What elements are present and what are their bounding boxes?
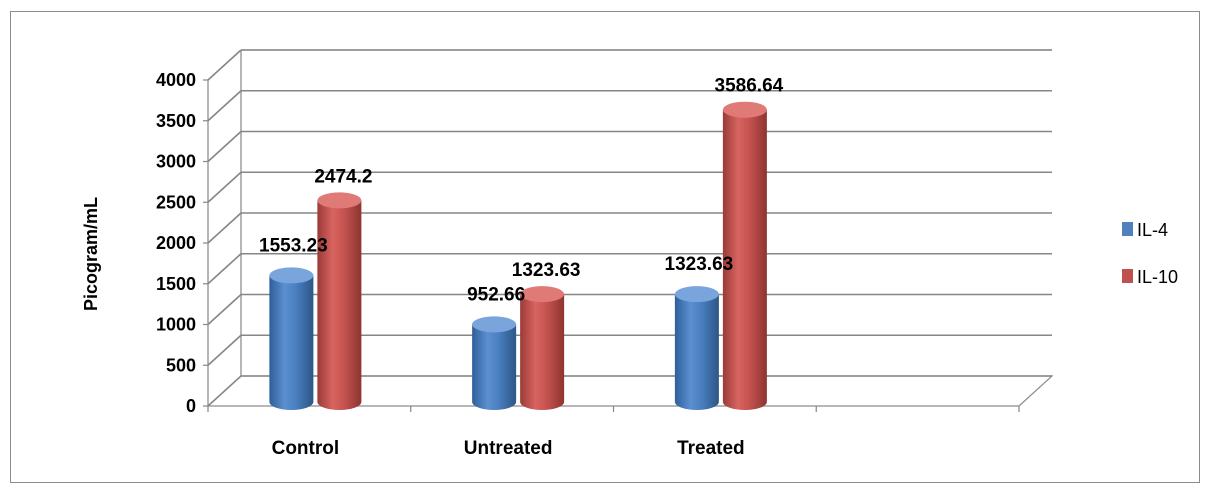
gridline-side	[207, 375, 242, 407]
gridline-side	[207, 171, 242, 203]
y-tick-label: 2000	[156, 233, 196, 253]
bar-top	[317, 192, 362, 209]
data-label-il-4: 1553.23	[259, 235, 328, 256]
bar-body	[269, 275, 314, 410]
x-category-label: Treated	[677, 438, 745, 459]
gridline-side	[207, 130, 242, 163]
bar-il-4-treated	[674, 286, 719, 410]
chart-frame: 0 500 1000 1500 2000 2500 3000 3500 4000 1553.23…	[10, 11, 1200, 483]
y-tick-label: 500	[166, 355, 196, 375]
data-label-il-10: 3586.64	[715, 76, 784, 97]
gridline-side	[207, 90, 242, 122]
y-tick-label: 0	[186, 396, 196, 416]
bar-il-10-treated	[722, 101, 767, 410]
y-tick-label: 1500	[156, 274, 196, 294]
y-tick-label: 4000	[156, 70, 196, 90]
legend-label: IL-10	[1137, 267, 1178, 287]
legend-swatch	[1122, 222, 1133, 236]
bar-top	[472, 316, 517, 333]
bar-il-4-control	[269, 267, 314, 410]
bar-body	[722, 109, 767, 410]
y-axis-title: Picogram/mL	[81, 197, 101, 311]
gridline-side	[207, 212, 242, 244]
data-label-il-10: 1323.63	[512, 260, 581, 281]
bar-top	[269, 267, 314, 284]
gridline-side	[207, 293, 242, 326]
legend-item-il-4: IL-4	[1122, 220, 1168, 240]
bar-top	[722, 101, 767, 118]
bar-il-10-untreated	[520, 286, 565, 410]
legend-label: IL-4	[1137, 220, 1168, 240]
bar-top	[674, 286, 719, 303]
x-category-label: Untreated	[464, 438, 553, 459]
data-label-il-4: 1323.63	[665, 254, 734, 275]
y-tick-label: 3000	[156, 152, 196, 172]
y-tick-label: 1000	[156, 315, 196, 335]
bar-body	[472, 324, 517, 410]
x-category-label: Control	[272, 438, 340, 459]
y-tick-label: 2500	[156, 192, 196, 212]
legend-swatch	[1122, 269, 1133, 283]
y-tick-label: 3500	[156, 111, 196, 131]
gridline-side	[207, 253, 242, 285]
bar-top	[520, 286, 565, 303]
bar-body	[317, 200, 362, 410]
legend-item-il-10: IL-10	[1122, 267, 1178, 287]
gridline-side	[207, 334, 242, 366]
gridline-side	[207, 49, 242, 81]
bar-chart: 0 500 1000 1500 2000 2500 3000 3500 4000 1553.23…	[81, 49, 1178, 459]
bar-body	[674, 294, 719, 410]
data-label-il-10: 2474.2	[314, 166, 372, 187]
bar-il-4-untreated	[472, 316, 517, 410]
bar-il-10-control	[317, 192, 362, 410]
bar-body	[520, 294, 565, 410]
data-label-il-4: 952.66	[467, 284, 525, 305]
